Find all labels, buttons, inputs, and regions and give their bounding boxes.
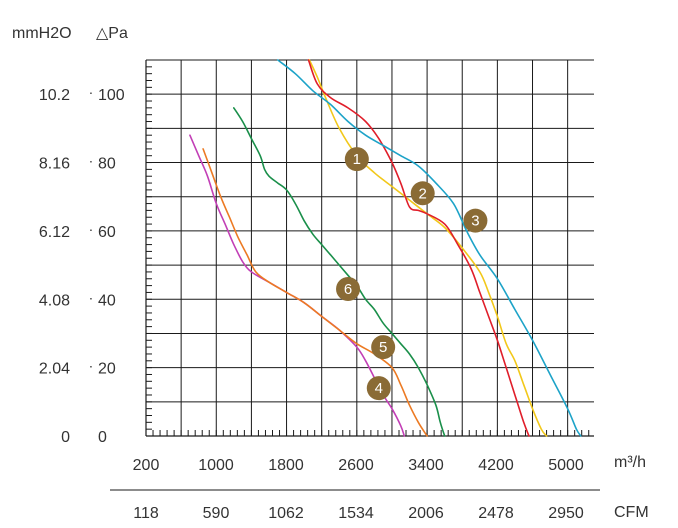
curve-badge-3 <box>463 208 488 233</box>
y-tick-dot: . <box>89 150 93 166</box>
y-tick-label-pa: 20 <box>98 361 116 378</box>
x-unit-m3h: m³/h <box>614 454 646 471</box>
curve-badge-label-2: 2 <box>419 185 427 202</box>
y-tick-dot: . <box>89 81 93 97</box>
curve-badge-label-6: 6 <box>344 281 352 298</box>
x-tick-label-cfm: 2006 <box>408 505 444 522</box>
y-tick-label-mmh2o: 6.12 <box>39 224 70 241</box>
y-tick-label-mmh2o: 8.16 <box>39 156 70 173</box>
minor-ticks <box>145 59 590 437</box>
curve-badge-6 <box>336 277 361 302</box>
curve-badge-label-3: 3 <box>471 213 479 230</box>
curve-3 <box>277 59 582 437</box>
curves <box>189 59 582 437</box>
y-tick-label-mmh2o: 0 <box>61 429 70 446</box>
y-tick-dot: . <box>89 218 93 234</box>
curve-badge-2 <box>410 181 435 206</box>
curve-badges: 1 2 3 4 5 6 <box>336 147 488 401</box>
y-tick-label-pa: 40 <box>98 292 116 309</box>
x-tick-label-m3h: 3400 <box>408 457 444 474</box>
labels: mmH2O △Pa m³/h CFM 0 0 20. 2.04 40. 4.08 60. 6.… <box>12 25 649 522</box>
x-tick-label-cfm: 118 <box>133 505 159 522</box>
curve-badge-label-5: 5 <box>379 339 387 356</box>
x-tick-label-cfm: 1534 <box>338 505 374 522</box>
x-tick-label-m3h: 1000 <box>198 457 234 474</box>
x-tick-label-m3h: 5000 <box>548 457 584 474</box>
y-tick-label-pa: 100 <box>98 87 125 104</box>
y-tick-dot: . <box>89 286 93 302</box>
y-tick-label-mmh2o: 10.2 <box>39 87 70 104</box>
curve-badge-5 <box>371 335 396 360</box>
x-tick-label-cfm: 2950 <box>548 505 584 522</box>
curve-badge-1 <box>344 147 369 172</box>
curve-5 <box>202 148 428 437</box>
x-tick-label-m3h: 200 <box>133 457 160 474</box>
y-tick-label-pa: 0 <box>98 429 107 446</box>
y-tick-dot: . <box>89 355 93 371</box>
x-tick-label-m3h: 2600 <box>338 457 374 474</box>
x-tick-label-cfm: 2478 <box>478 505 514 522</box>
grid <box>110 59 600 491</box>
curve-badge-4 <box>366 376 391 401</box>
curve-6 <box>233 107 446 437</box>
y-tick-label-pa: 80 <box>98 156 116 173</box>
y-unit-mmh2o: mmH2O <box>12 25 72 42</box>
curve-badge-label-4: 4 <box>375 380 383 397</box>
x-tick-label-cfm: 590 <box>203 505 230 522</box>
curve-1 <box>308 59 548 437</box>
y-tick-label-mmh2o: 2.04 <box>39 361 70 378</box>
y-tick-label-mmh2o: 4.08 <box>39 292 70 309</box>
x-tick-label-m3h: 1800 <box>268 457 304 474</box>
curve-2 <box>307 59 530 437</box>
y-unit-pa: △Pa <box>96 25 128 42</box>
x-tick-label-cfm: 1062 <box>268 505 304 522</box>
x-unit-cfm: CFM <box>614 504 649 521</box>
x-tick-label-m3h: 4200 <box>478 457 514 474</box>
curve-badge-label-1: 1 <box>353 151 361 168</box>
y-tick-label-pa: 60 <box>98 224 116 241</box>
